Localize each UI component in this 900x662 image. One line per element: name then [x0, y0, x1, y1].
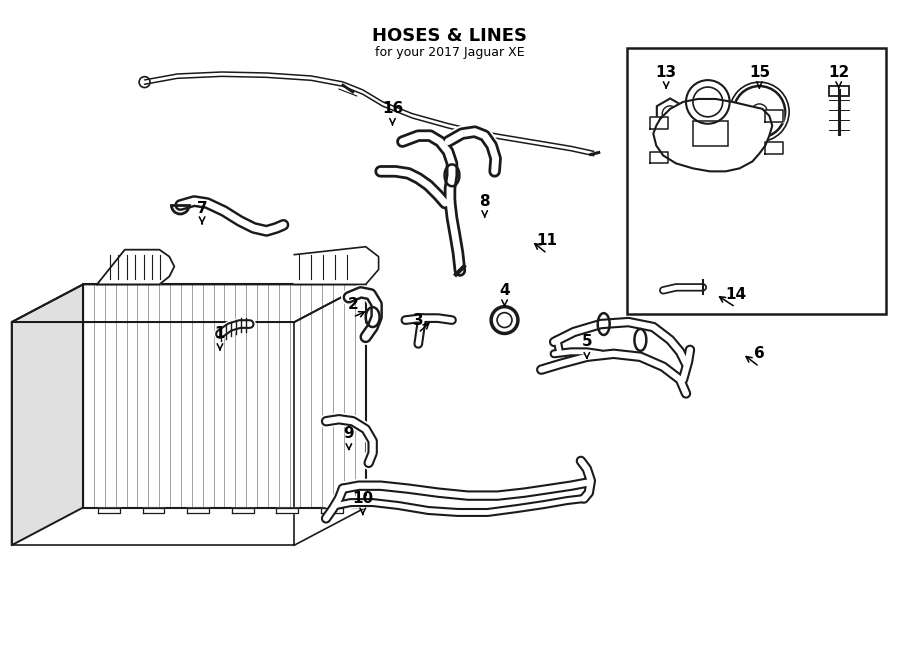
Polygon shape: [651, 117, 668, 128]
Text: 2: 2: [347, 297, 358, 312]
Bar: [829, 86, 849, 96]
Polygon shape: [653, 99, 772, 171]
Text: 15: 15: [749, 65, 770, 79]
Polygon shape: [83, 285, 365, 508]
Text: 9: 9: [344, 426, 355, 441]
Text: 16: 16: [382, 101, 403, 117]
Polygon shape: [187, 508, 209, 514]
Polygon shape: [765, 142, 783, 154]
Text: 13: 13: [655, 65, 677, 79]
Text: HOSES & LINES: HOSES & LINES: [373, 26, 527, 44]
Polygon shape: [98, 508, 120, 514]
Text: 8: 8: [480, 193, 490, 209]
Polygon shape: [765, 110, 783, 122]
Bar: [626, 48, 886, 314]
Polygon shape: [294, 247, 379, 285]
Text: 10: 10: [352, 491, 374, 506]
Text: 5: 5: [581, 334, 592, 350]
Polygon shape: [97, 250, 175, 285]
Polygon shape: [232, 508, 254, 514]
Text: 11: 11: [536, 233, 558, 248]
Text: 4: 4: [500, 283, 510, 298]
Polygon shape: [651, 152, 668, 164]
Polygon shape: [12, 285, 365, 322]
Text: 3: 3: [413, 312, 424, 328]
Text: 12: 12: [828, 65, 850, 79]
Text: 7: 7: [197, 201, 207, 216]
Text: 14: 14: [725, 287, 746, 302]
Polygon shape: [321, 508, 343, 514]
Polygon shape: [12, 285, 83, 545]
Bar: [693, 120, 728, 146]
Polygon shape: [142, 508, 165, 514]
Polygon shape: [276, 508, 298, 514]
Text: 1: 1: [215, 326, 225, 342]
Text: 6: 6: [754, 346, 765, 361]
Text: for your 2017 Jaguar XE: for your 2017 Jaguar XE: [375, 46, 525, 60]
